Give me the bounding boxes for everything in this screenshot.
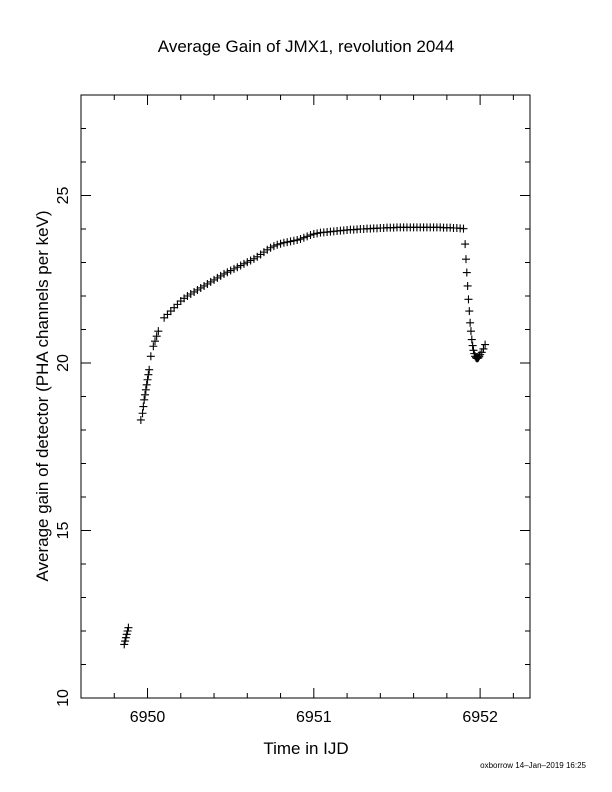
- data-point: [120, 640, 129, 649]
- data-point: [141, 390, 150, 399]
- data-point: [139, 402, 148, 411]
- data-point: [223, 268, 232, 277]
- data-point: [124, 623, 133, 632]
- data-point: [269, 242, 278, 251]
- data-point: [136, 415, 145, 424]
- y-tick-label: 15: [55, 522, 72, 540]
- data-point: [466, 327, 475, 336]
- data-point: [186, 289, 195, 298]
- data-point: [121, 637, 130, 646]
- chart-title: Average Gain of JMX1, revolution 2044: [158, 37, 454, 56]
- data-point: [170, 303, 179, 312]
- data-point: [196, 283, 205, 292]
- data-point: [229, 264, 238, 273]
- data-point: [249, 254, 258, 263]
- data-point: [152, 332, 161, 341]
- data-point: [296, 235, 305, 244]
- data-point: [299, 233, 308, 242]
- data-point: [286, 237, 295, 246]
- data-point: [289, 236, 298, 245]
- data-point: [190, 287, 199, 296]
- data-point: [283, 238, 292, 247]
- plot-frame: [80, 94, 531, 699]
- data-point: [246, 256, 255, 265]
- data-point: [149, 342, 158, 351]
- axis-ticks: [80, 94, 530, 699]
- data-point: [459, 224, 468, 233]
- data-point: [193, 285, 202, 294]
- data-point: [121, 633, 130, 642]
- data-point: [303, 232, 312, 241]
- data-point: [143, 375, 152, 384]
- data-point: [465, 307, 474, 316]
- data-point: [236, 261, 245, 270]
- data-point: [306, 231, 315, 240]
- data-point: [479, 344, 488, 353]
- data-point: [462, 268, 471, 277]
- data-point: [467, 335, 476, 344]
- data-point: [468, 341, 477, 350]
- data-point: [210, 275, 219, 284]
- data-point: [309, 230, 318, 239]
- y-tick-label: 25: [55, 187, 72, 205]
- data-point: [461, 255, 470, 264]
- y-axis-label: Average gain of detector (PHA channels p…: [33, 210, 52, 581]
- y-tick-label: 20: [55, 354, 72, 372]
- axis-tick-labels: 6950 6951 6952 10 15 20 25: [55, 187, 498, 727]
- data-point: [263, 245, 272, 254]
- data-point: [146, 352, 155, 361]
- data-point: [233, 263, 242, 272]
- data-point: [203, 279, 212, 288]
- x-tick-label: 6952: [462, 709, 498, 726]
- data-point: [226, 266, 235, 275]
- data-point: [475, 352, 484, 361]
- data-point: [123, 627, 132, 635]
- data-point: [293, 236, 302, 245]
- data-point: [141, 385, 150, 394]
- data-point: [266, 243, 275, 252]
- data-point: [469, 346, 478, 355]
- data-point: [166, 307, 175, 316]
- data-point: [243, 258, 252, 267]
- x-axis-label: Time in IJD: [263, 739, 348, 758]
- data-point: [173, 300, 182, 309]
- data-point: [477, 348, 486, 357]
- data-point: [273, 240, 282, 249]
- data-point: [279, 238, 288, 247]
- data-point: [151, 337, 160, 346]
- data-point: [461, 240, 470, 249]
- data-point: [154, 327, 163, 336]
- data-point: [464, 295, 473, 304]
- data-point: [200, 281, 209, 290]
- data-point: [239, 259, 248, 268]
- data-point: [163, 310, 172, 319]
- data-point: [466, 318, 475, 327]
- data-point: [142, 380, 151, 389]
- x-tick-label: 6950: [130, 709, 166, 726]
- data-point: [216, 271, 225, 280]
- data-point: [213, 273, 222, 282]
- data-point: [481, 340, 490, 349]
- data-point: [144, 370, 153, 379]
- data-point: [276, 239, 285, 248]
- data-point: [160, 313, 169, 322]
- data-point: [313, 229, 322, 238]
- data-point: [138, 409, 147, 418]
- x-tick-label: 6951: [296, 709, 332, 726]
- data-point: [140, 395, 149, 404]
- y-tick-label: 10: [55, 689, 72, 707]
- data-point: [122, 630, 131, 639]
- data-point: [183, 292, 192, 300]
- data-point: [463, 281, 472, 290]
- footer-timestamp: oxborrow 14–Jan–2019 16:25: [480, 761, 586, 770]
- data-point: [206, 277, 215, 286]
- data-point: [220, 269, 229, 278]
- data-points: [120, 223, 490, 649]
- data-point: [145, 365, 154, 374]
